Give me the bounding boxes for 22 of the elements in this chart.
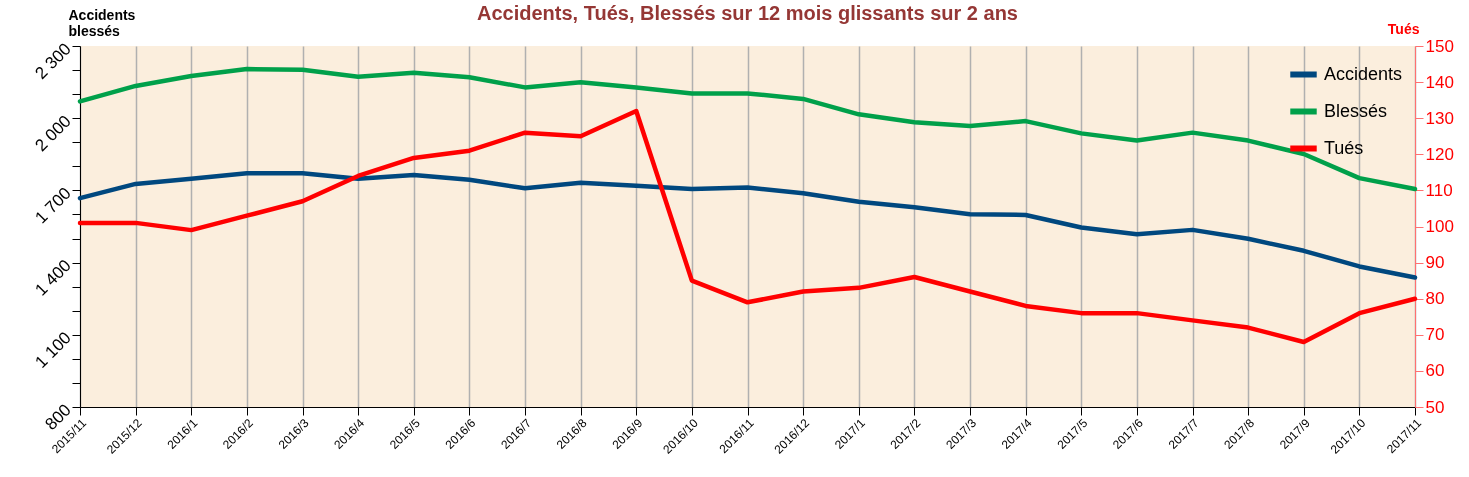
y-tick-label: 1 100 <box>31 328 75 372</box>
y2-tick-label: 120 <box>1425 144 1454 164</box>
legend-label: Accidents <box>1324 63 1403 84</box>
y2-tick-label: 80 <box>1425 289 1445 309</box>
y2-tick-label: 60 <box>1425 361 1445 381</box>
y2-tick-label: 150 <box>1425 36 1454 56</box>
chart-title: Accidents, Tués, Blessés sur 12 mois glissants sur 2 ans <box>477 2 1018 24</box>
legend-label: Tués <box>1324 137 1364 158</box>
y2-tick-label: 110 <box>1425 180 1453 200</box>
y-tick-label: 2 300 <box>31 39 75 83</box>
y2-tick-label: 70 <box>1425 325 1445 345</box>
y2-tick-label: 140 <box>1425 72 1454 92</box>
y-tick-label: 1 400 <box>31 256 75 300</box>
y2-axis-title: Tués <box>1387 20 1420 37</box>
y-tick-label: 2 000 <box>31 111 75 156</box>
y2-tick-label: 50 <box>1425 397 1445 417</box>
y2-tick-label: 100 <box>1425 217 1454 236</box>
y2-tick-label: 130 <box>1425 108 1454 128</box>
legend-label: Blessés <box>1324 100 1388 121</box>
y2-tick-label: 90 <box>1425 253 1445 273</box>
y-axis-title: Accidents blessés <box>68 6 136 39</box>
y-tick-label: 1 700 <box>31 183 75 228</box>
